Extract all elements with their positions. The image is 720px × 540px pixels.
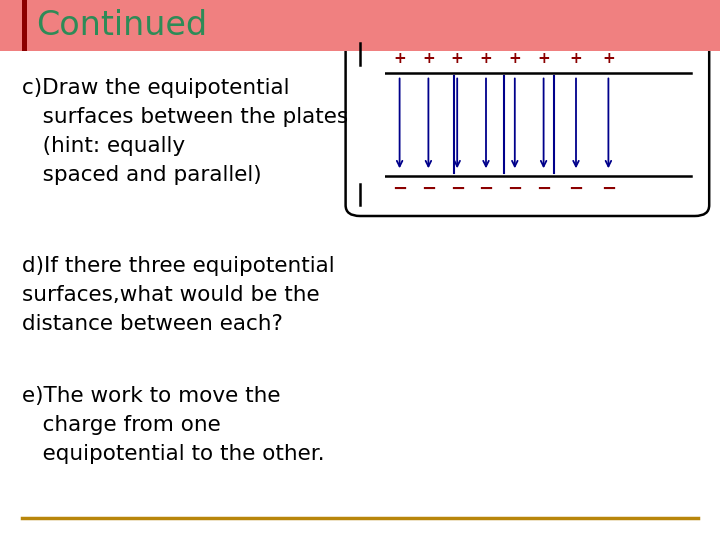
Text: −: −	[600, 180, 616, 198]
Text: +: +	[393, 51, 406, 66]
Text: +: +	[570, 51, 582, 66]
Text: −: −	[536, 180, 552, 198]
Bar	[22, 0, 27, 51]
Text: c)Draw the equipotential
   surfaces between the plates
   (hint: equally
   spa: c)Draw the equipotential surfaces betwee…	[22, 78, 348, 185]
Text: +: +	[480, 51, 492, 66]
Text: +: +	[537, 51, 550, 66]
Text: −: −	[392, 180, 408, 198]
Text: +: +	[422, 51, 435, 66]
Text: Continued: Continued	[36, 9, 207, 43]
Text: +: +	[602, 51, 615, 66]
Text: −: −	[478, 180, 494, 198]
Text: −: −	[507, 180, 523, 198]
Text: +: +	[451, 51, 464, 66]
Text: −: −	[449, 180, 465, 198]
Text: e)The work to move the
   charge from one
   equipotential to the other.: e)The work to move the charge from one e…	[22, 386, 324, 464]
Text: −: −	[420, 180, 436, 198]
Bar	[356, 65, 385, 184]
Bar	[0, 0, 720, 51]
Text: +: +	[508, 51, 521, 66]
Text: d)If there three equipotential
surfaces,what would be the
distance between each?: d)If there three equipotential surfaces,…	[22, 256, 334, 334]
Text: −: −	[568, 180, 584, 198]
